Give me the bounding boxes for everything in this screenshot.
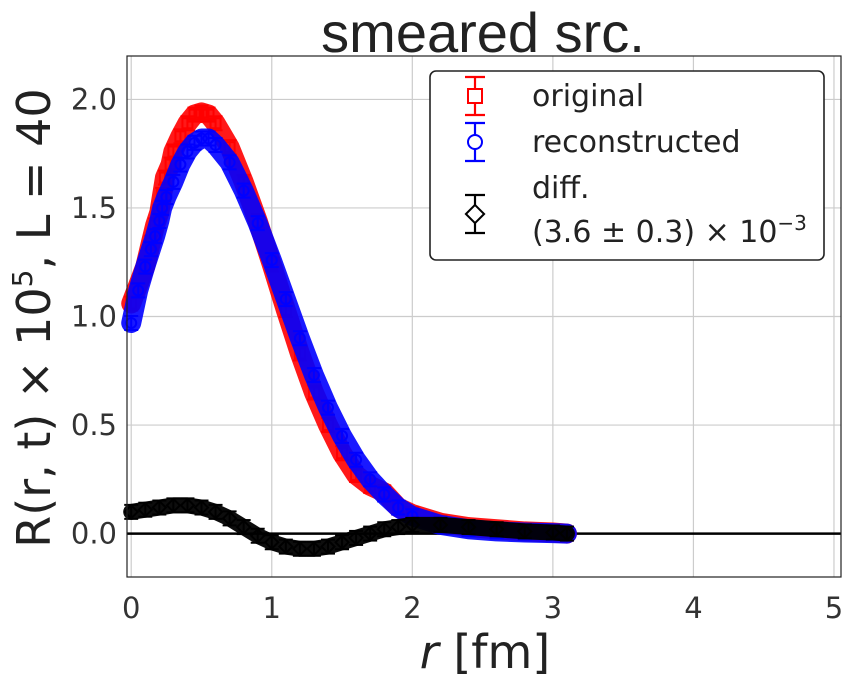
reconstructed-point (336, 429, 349, 442)
x-tick-label: 1 (263, 591, 281, 625)
diff.-point (221, 510, 238, 527)
diff.-point (193, 499, 210, 516)
reconstructed-point (307, 369, 320, 382)
legend-marker-circle (467, 134, 483, 150)
x-tick-label: 5 (825, 591, 843, 625)
y-tick-label: 0.5 (71, 408, 117, 442)
legend-markers (464, 75, 486, 235)
diff.-point (291, 540, 308, 557)
reconstructed-point (195, 132, 208, 145)
y-tick-label: 2.0 (71, 82, 117, 116)
reconstructed-point (160, 191, 173, 204)
diff.-point (334, 534, 350, 551)
legend-label-original: original (532, 79, 644, 114)
legend-marker-diamond (464, 203, 486, 225)
y-axis-label-exponent: 5 (6, 270, 39, 288)
reconstructed-point (144, 243, 157, 256)
x-tick-label: 3 (544, 591, 562, 625)
legend-diff-value-main: (3.6 ± 0.3) × 10 (532, 215, 777, 250)
x-tick-label: 4 (684, 591, 702, 625)
diff.-point (137, 501, 154, 518)
diff.-point (362, 525, 379, 542)
diff.-point (348, 530, 365, 546)
reconstructed-point (223, 156, 236, 169)
y-tick-label: 0.0 (71, 517, 117, 551)
legend-box (429, 70, 825, 261)
reconstructed-point (350, 453, 363, 466)
series-diff (123, 497, 575, 557)
original-point (181, 117, 194, 130)
reconstructed-point (279, 293, 292, 306)
series-layer (121, 102, 577, 557)
reconstructed-point (139, 260, 152, 273)
legend: original reconstructed diff. (3.6 ± 0.3)… (429, 70, 825, 261)
diff.-point (516, 523, 533, 540)
diff.-point (376, 521, 393, 538)
original-point (195, 106, 208, 119)
legend-diff-value-exponent: −3 (777, 211, 806, 235)
x-tick-label: 0 (122, 591, 140, 625)
tick-labels: 0 1 2 3 4 5 0.0 0.5 1.0 1.5 2.0 (71, 82, 843, 625)
diff.-point (179, 497, 196, 514)
diff.-point (390, 519, 407, 535)
y-axis-label-suffix: , L = 40 (7, 88, 61, 269)
diff.-point (432, 516, 449, 533)
diff.-point (320, 538, 336, 555)
reconstructed-point (265, 254, 278, 267)
reconstructed-point (156, 201, 169, 214)
x-axis-unit: [fm] (453, 625, 550, 679)
reconstructed-point (237, 184, 250, 197)
y-tick-label: 1.0 (71, 300, 117, 334)
reconstructed-point (167, 175, 180, 188)
reconstructed-point (149, 230, 162, 243)
legend-marker-square (467, 88, 483, 104)
y-axis-label-main: R(r, t) × 10 (7, 287, 61, 547)
diff.-point (263, 534, 280, 551)
legend-label-reconstructed: reconstructed (532, 125, 741, 160)
y-axis-label: R(r, t) × 105, L = 40 (6, 88, 61, 547)
reconstructed-point (321, 401, 334, 414)
reconstructed-point (181, 145, 194, 158)
reconstructed-point (209, 139, 222, 152)
x-axis-label: r [fm] (420, 625, 550, 679)
diff.-point (488, 521, 505, 538)
chart-title: smeared src. (321, 1, 645, 64)
diff.-point (151, 499, 168, 516)
original-point (209, 117, 222, 130)
diff.-point (460, 519, 477, 535)
x-axis-var: r (420, 625, 442, 679)
diff.-point (559, 525, 575, 542)
reconstructed-point (364, 473, 377, 486)
diff.-point (249, 527, 266, 544)
reconstructed-point (392, 501, 405, 514)
diff.-point (306, 540, 322, 557)
diff.-point (404, 516, 421, 533)
reconstructed-point (174, 158, 187, 171)
reconstructed-point (378, 488, 391, 501)
x-tick-label: 2 (403, 591, 421, 625)
diff.-point (235, 519, 252, 535)
legend-label-diff-value: (3.6 ± 0.3) × 10−3 (532, 211, 807, 250)
original-point (202, 108, 215, 121)
diff.-point (207, 503, 224, 520)
reconstructed-point (132, 284, 145, 297)
reconstructed-point (153, 214, 166, 227)
legend-label-diff: diff. (532, 171, 590, 206)
original-point (188, 108, 201, 121)
original-point (174, 130, 187, 143)
diff.-point (165, 497, 182, 514)
reconstructed-point (251, 217, 264, 230)
reconstructed-point (293, 332, 306, 345)
reconstructed-point (125, 317, 138, 330)
diff.-point (277, 538, 294, 555)
plot-frame (126, 55, 842, 578)
y-tick-label: 1.5 (71, 191, 117, 225)
diff.-point (544, 524, 561, 541)
